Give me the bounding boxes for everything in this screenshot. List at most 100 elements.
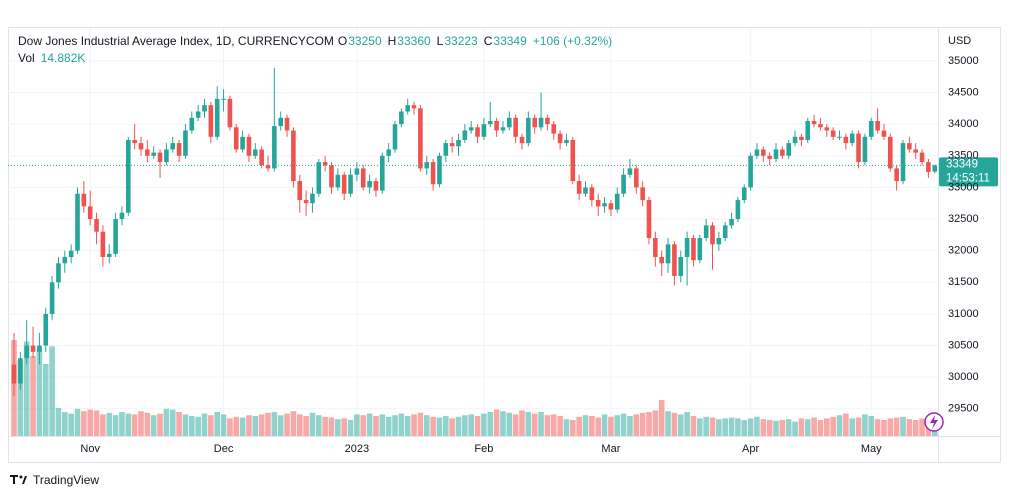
volume-bar <box>93 410 100 436</box>
candle-body <box>773 149 779 159</box>
volume-bar <box>646 412 652 436</box>
candle-body <box>329 165 334 188</box>
candle-body <box>170 143 176 150</box>
volume-bar <box>500 411 506 436</box>
volume-bar <box>601 414 608 436</box>
candle-body <box>138 143 144 150</box>
candle-body <box>106 253 112 257</box>
candle-body <box>811 120 817 125</box>
candle-body <box>272 126 277 169</box>
candle-body <box>538 117 544 128</box>
candle-body <box>297 181 303 201</box>
candle-body <box>113 219 118 254</box>
volume-bar <box>100 414 106 436</box>
candle-body <box>335 174 341 188</box>
candle-body <box>100 231 106 257</box>
volume-bar <box>246 415 252 436</box>
candle-body <box>157 152 163 163</box>
volume-bar <box>366 413 373 436</box>
candle-body <box>868 120 874 137</box>
candle-body <box>741 187 747 201</box>
candle-body <box>468 127 474 131</box>
y-tick-label: 31500 <box>948 276 979 288</box>
volume-bar <box>227 418 233 436</box>
candle-body <box>526 117 531 144</box>
volume-bar <box>773 420 779 436</box>
candle-body <box>722 225 728 239</box>
volume-bar <box>131 414 138 436</box>
volume-bar <box>900 416 906 436</box>
candle-body <box>849 133 855 144</box>
alert-bolt <box>930 415 938 429</box>
candle-body <box>373 181 379 191</box>
candle-body <box>735 200 741 220</box>
volume-bar <box>214 412 220 436</box>
candle-body <box>246 136 252 156</box>
candle-body <box>405 105 410 112</box>
candle-body <box>132 139 137 144</box>
volume-bar <box>265 412 271 436</box>
volume-bar <box>627 416 633 436</box>
volume-bar <box>385 416 392 436</box>
volume-bar <box>112 415 119 436</box>
candle-body <box>519 136 525 144</box>
candle-body <box>761 149 766 156</box>
ohlc-label: O <box>338 34 347 48</box>
candle-body <box>932 165 938 172</box>
volume-bar <box>919 418 925 436</box>
volume-name: Vol <box>18 51 35 65</box>
candle-body <box>214 98 220 137</box>
volume-bar <box>493 409 500 436</box>
volume-bar <box>766 420 773 436</box>
candle-body <box>659 256 664 264</box>
volume-bar <box>373 416 379 436</box>
candle-body <box>507 117 512 128</box>
volume-bar <box>379 414 386 436</box>
candle-body <box>608 203 614 210</box>
candle-body <box>164 149 169 163</box>
candle-body <box>697 238 703 261</box>
volume-value: 14.882K <box>41 51 86 65</box>
volume-bar <box>55 408 62 436</box>
candle-body <box>322 162 328 166</box>
ohlc-value: 33349 <box>493 34 527 48</box>
volume-bar <box>449 418 455 436</box>
candle-body <box>513 117 518 137</box>
candle-body <box>68 250 74 257</box>
volume-bar <box>798 418 805 436</box>
candle-body <box>240 136 245 150</box>
volume-bar <box>887 418 894 436</box>
volume-bar <box>150 415 157 436</box>
volume-bar <box>563 419 570 436</box>
volume-bar <box>271 412 278 436</box>
volume-bar <box>906 419 913 436</box>
y-tick-label: 35000 <box>948 55 979 67</box>
brand-name: TradingView <box>33 473 99 487</box>
volume-bar <box>544 415 551 436</box>
volume-bar <box>68 413 74 436</box>
volume-bar <box>169 409 176 436</box>
candle-body <box>830 130 836 137</box>
volume-bar <box>423 415 430 436</box>
candle-body <box>265 165 271 169</box>
volume-bar <box>779 420 786 436</box>
candle-body <box>253 149 258 156</box>
volume-bar <box>462 415 468 436</box>
candle-body <box>380 155 385 191</box>
candle-body <box>392 124 398 150</box>
grid <box>8 28 938 436</box>
candle-body <box>360 168 366 188</box>
volume-bar <box>74 408 81 436</box>
volume-bar <box>506 412 513 436</box>
candle-body <box>487 120 493 125</box>
volume-bar <box>792 421 798 436</box>
volume-bar <box>538 412 544 436</box>
candle-body <box>354 168 360 175</box>
volume-bar <box>239 417 246 436</box>
volume-bar <box>42 364 49 436</box>
volume-bar <box>328 417 335 436</box>
volume-bar <box>608 416 614 436</box>
volume-bar <box>716 419 722 436</box>
ohlc-value: 33223 <box>444 34 478 48</box>
